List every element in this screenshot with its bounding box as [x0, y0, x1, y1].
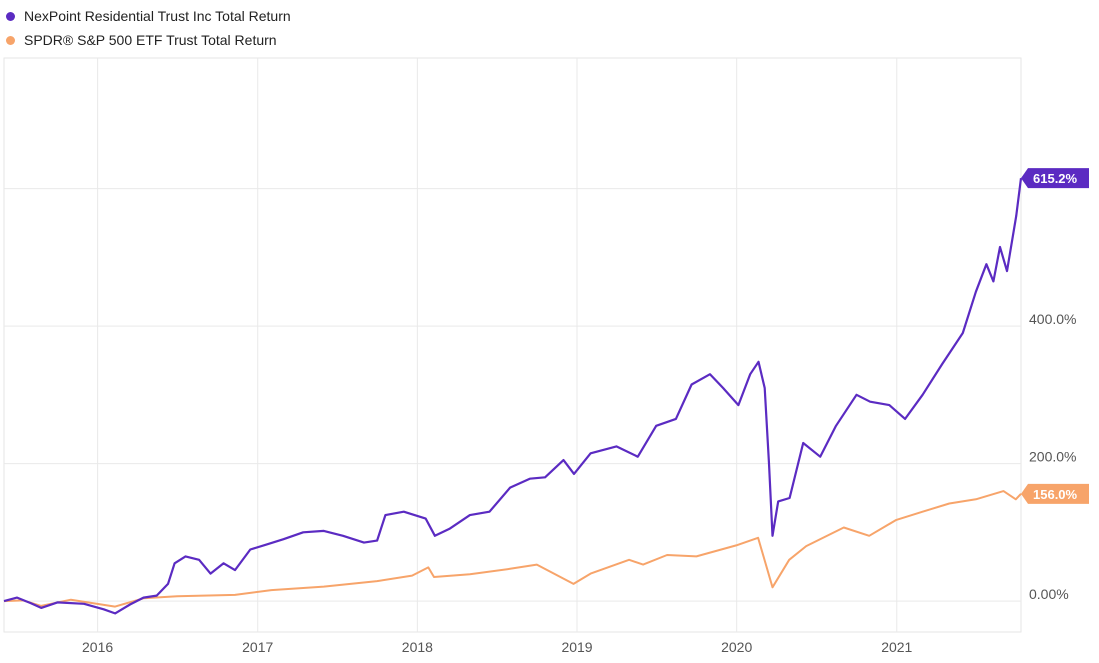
y-axis-ticks: 0.00% 200.0% 400.0% [1029, 311, 1076, 602]
x-tick-label: 2020 [721, 639, 752, 655]
y-tick-label: 400.0% [1029, 311, 1076, 327]
series-line-1 [3, 490, 1022, 608]
y-tick-label: 200.0% [1029, 449, 1076, 465]
end-value-labels: 156.0% 615.2% [1021, 168, 1089, 504]
x-axis-ticks: 2016 2017 2018 2019 2020 2021 [82, 639, 913, 655]
series-line-0 [3, 178, 1023, 615]
legend-item-spy[interactable]: SPDR® S&P 500 ETF Trust Total Return [6, 30, 277, 50]
legend-dot-icon [6, 35, 15, 45]
legend-dot-icon [6, 11, 15, 21]
legend-label: NexPoint Residential Trust Inc Total Ret… [24, 8, 291, 24]
end-label-badge [1021, 483, 1089, 504]
x-tick-label: 2016 [82, 639, 113, 655]
y-tick-label: 0.00% [1029, 586, 1069, 602]
gridlines [3, 57, 1022, 633]
legend-item-nexpoint[interactable]: NexPoint Residential Trust Inc Total Ret… [6, 6, 291, 26]
end-label-badge [1021, 168, 1089, 189]
plot-frame [3, 57, 1022, 633]
x-tick-label: 2019 [561, 639, 592, 655]
legend-label: SPDR® S&P 500 ETF Trust Total Return [24, 32, 277, 48]
x-tick-label: 2017 [242, 639, 273, 655]
end-value-label: 156.0% [1033, 487, 1078, 502]
x-tick-label: 2018 [402, 639, 433, 655]
series-lines [3, 178, 1023, 615]
end-value-label: 615.2% [1033, 171, 1078, 186]
x-tick-label: 2021 [881, 639, 912, 655]
